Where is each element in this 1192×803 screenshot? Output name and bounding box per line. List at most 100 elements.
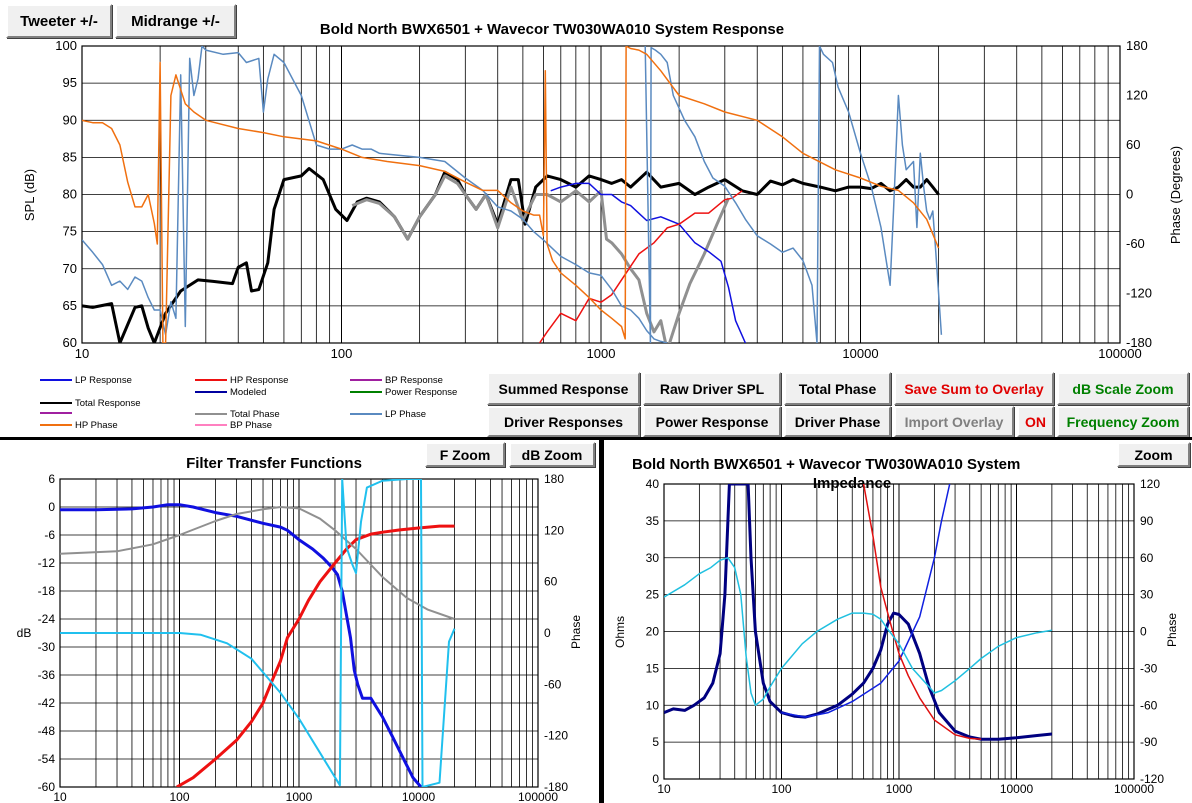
y2-tick-label: 30 — [1140, 588, 1154, 602]
y2-tick-label: -180 — [1126, 335, 1152, 350]
system-impedance-chart: 0 5 10 15 20 25 30 35 40 -120 -90 -60 -30 0 30 60 90 120 1… — [613, 456, 1179, 796]
x-tick-label: 10000 — [1000, 782, 1034, 796]
y-tick-label: 85 — [63, 149, 77, 164]
y2-tick-label: 0 — [544, 626, 551, 640]
legend-label: LP Response — [75, 375, 132, 386]
legend-label: BP Response — [385, 375, 443, 386]
y-tick-label: 20 — [646, 625, 660, 639]
midrange-adjust-button[interactable]: Midrange +/- — [115, 4, 236, 38]
db-scale-zoom-button[interactable]: dB Scale Zoom — [1057, 372, 1189, 405]
series-line-phase — [60, 479, 456, 787]
y2-tick-label: 0 — [1126, 187, 1133, 202]
y-tick-label: 65 — [63, 298, 77, 313]
y-tick-label: -54 — [38, 752, 56, 766]
y-tick-label: 80 — [63, 187, 77, 202]
y-tick-label: 40 — [646, 477, 660, 491]
y2-tick-label: -180 — [544, 780, 568, 794]
f-zoom-button[interactable]: F Zoom — [425, 442, 505, 467]
horizontal-divider — [0, 437, 1192, 440]
y2-tick-label: 120 — [544, 523, 564, 537]
y2-tick-label: 180 — [544, 472, 564, 486]
x-tick-label: 10000 — [402, 790, 436, 803]
y2-tick-label: -60 — [544, 677, 562, 691]
y-tick-label: 95 — [63, 75, 77, 90]
y2-axis-label: Phase (Degrees) — [1168, 146, 1183, 244]
legend-label: BP Phase — [230, 420, 272, 431]
system-response-panel: Tweeter +/- Midrange +/- 60 65 70 75 80 85 90 9… — [6, 4, 1189, 437]
chart-title: Bold North BWX6501 + Wavecor TW030WA010 … — [320, 21, 784, 38]
x-tick-label: 100 — [169, 790, 189, 803]
legend-label: Modeled — [230, 387, 266, 398]
frequency-zoom-button[interactable]: Frequency Zoom — [1057, 406, 1189, 437]
y-tick-label: -24 — [38, 612, 56, 626]
driver-phase-button[interactable]: Driver Phase — [784, 406, 891, 437]
y-tick-label: -30 — [38, 640, 56, 654]
y-axis-label: SPL (dB) — [22, 169, 37, 221]
y-tick-label: -6 — [44, 528, 55, 542]
y2-tick-label: -30 — [1140, 661, 1158, 675]
import-overlay-button[interactable]: Import Overlay — [894, 406, 1014, 437]
y-tick-label: -60 — [38, 780, 56, 794]
y2-tick-label: 0 — [1140, 625, 1147, 639]
y2-tick-label: -90 — [1140, 735, 1158, 749]
series-line-lp-phase — [82, 46, 668, 343]
x-tick-label: 10 — [75, 346, 89, 361]
y2-tick-label: 60 — [1126, 137, 1140, 152]
y-tick-label: -12 — [38, 556, 56, 570]
series-line-impedance-phase — [664, 557, 1053, 707]
raw-driver-spl-button[interactable]: Raw Driver SPL — [643, 372, 781, 405]
y2-tick-label: 120 — [1126, 88, 1148, 103]
y2-tick-label: 180 — [1126, 38, 1148, 53]
y-tick-label: -48 — [38, 724, 56, 738]
series-line-woofer-impedance — [781, 484, 951, 718]
series-line-tweeter-impedance — [862, 484, 982, 740]
y2-axis-label: Phase — [1165, 613, 1179, 647]
series-line-hp-transfer — [176, 524, 455, 787]
series-line-hp-response — [538, 190, 743, 343]
series-line-total-transfer — [60, 506, 455, 620]
legend-label: HP Response — [230, 375, 288, 386]
overlay-on-toggle[interactable]: ON — [1017, 406, 1054, 437]
summed-response-button[interactable]: Summed Response — [487, 372, 640, 405]
legend-label: HP Phase — [75, 420, 118, 431]
y-tick-label: 10 — [646, 698, 660, 712]
db-zoom-button[interactable]: dB Zoom — [509, 442, 595, 467]
plot-frame — [663, 483, 1135, 780]
total-phase-button[interactable]: Total Phase — [784, 372, 891, 405]
tweeter-adjust-button[interactable]: Tweeter +/- — [6, 4, 112, 38]
y-tick-label: 0 — [652, 772, 659, 786]
series-line-hp-phase — [82, 46, 940, 343]
y-tick-label: 100 — [55, 38, 77, 53]
legend-label: Total Phase — [230, 409, 280, 420]
x-tick-label: 1000 — [286, 790, 313, 803]
y-tick-label: 25 — [646, 588, 660, 602]
x-tick-label: 100000 — [1114, 782, 1154, 796]
y2-tick-label: 120 — [1140, 477, 1160, 491]
y-tick-label: -36 — [38, 668, 56, 682]
y-tick-label: 75 — [63, 224, 77, 239]
chart-title: Filter Transfer Functions — [186, 455, 362, 472]
series-group — [60, 479, 456, 787]
save-sum-to-overlay-button[interactable]: Save Sum to Overlay — [894, 372, 1054, 405]
power-response-button[interactable]: Power Response — [643, 406, 781, 437]
y-tick-label: 60 — [63, 335, 77, 350]
driver-responses-button[interactable]: Driver Responses — [487, 406, 640, 437]
zoom-button[interactable]: Zoom — [1117, 442, 1190, 467]
y2-tick-label: -60 — [1140, 698, 1158, 712]
x-tick-label: 100000 — [518, 790, 558, 803]
series-line-total-impedance — [664, 484, 1053, 741]
vertical-divider — [599, 437, 604, 803]
filter-transfer-chart: -60-54-48-42-36-30-24-18-12-606-180-120-… — [17, 455, 583, 803]
y2-axis-label: Phase — [569, 615, 583, 649]
y-tick-label: -42 — [38, 696, 56, 710]
filter-transfer-panel: -60 -54 -48 -42 -36 -30 -24 -18 -12 -6 0 6 -180 -120-… — [0, 440, 599, 803]
y-axis-label: dB — [17, 626, 32, 640]
y2-tick-label: 90 — [1140, 514, 1154, 528]
series-line-total-response — [82, 167, 940, 343]
y-tick-label: 90 — [63, 112, 77, 127]
y-tick-label: 0 — [48, 500, 55, 514]
x-tick-label: 100000 — [1098, 346, 1141, 361]
y2-tick-label: -120 — [1140, 772, 1164, 786]
series-group — [664, 484, 1053, 741]
y2-tick-label: 60 — [1140, 551, 1154, 565]
